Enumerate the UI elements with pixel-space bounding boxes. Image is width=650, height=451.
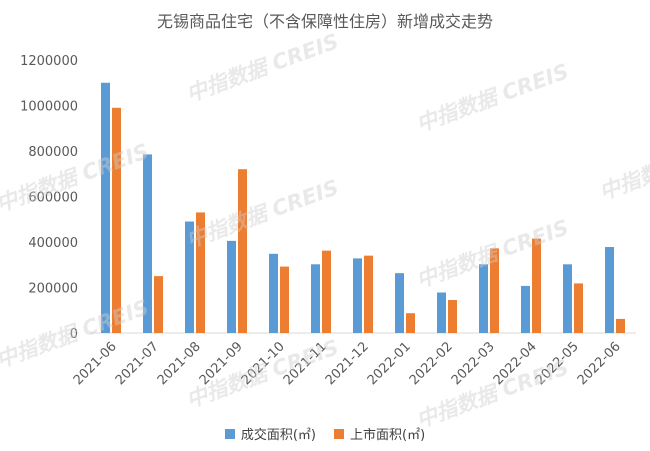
x-tick-label: 2021-12 [323, 339, 372, 388]
legend-label-transaction: 成交面积(㎡) [240, 428, 316, 443]
bar-supply [448, 300, 457, 333]
bar-supply [532, 238, 541, 333]
y-tick-label: 0 [70, 327, 78, 342]
y-tick-label: 400000 [28, 236, 78, 251]
x-tick-label: 2022-04 [491, 339, 540, 388]
x-tick-label: 2022-02 [407, 339, 456, 388]
bar-supply [490, 248, 499, 333]
y-tick-label: 800000 [28, 145, 78, 160]
bar-transaction [311, 264, 320, 333]
bar-transaction [479, 264, 488, 333]
legend-item-transaction: 成交面积(㎡) [224, 424, 316, 443]
bar-transaction [437, 292, 446, 333]
x-tick-label: 2021-08 [155, 339, 204, 388]
bar-supply [280, 266, 289, 333]
x-tick-label: 2022-03 [449, 339, 498, 388]
bar-transaction [185, 221, 194, 333]
x-tick-label: 2021-09 [197, 339, 246, 388]
bar-supply [196, 212, 205, 333]
bar-supply [574, 283, 583, 333]
legend-label-supply: 上市面积(㎡) [350, 428, 426, 443]
y-tick-label: 1000000 [20, 100, 78, 115]
bar-transaction [395, 273, 404, 333]
x-tick-label: 2021-10 [239, 339, 288, 388]
bar-supply [616, 318, 625, 333]
x-tick-label: 2022-06 [575, 339, 624, 388]
x-tick-label: 2021-07 [113, 339, 162, 388]
x-tick-label: 2022-01 [365, 339, 414, 388]
x-tick-label: 2022-05 [533, 339, 582, 388]
chart-legend: 成交面积(㎡) 上市面积(㎡) [0, 424, 650, 443]
bar-supply [154, 276, 163, 333]
legend-item-supply: 上市面积(㎡) [334, 424, 425, 443]
x-tick-label: 2021-11 [281, 339, 330, 388]
bar-transaction [353, 258, 362, 333]
bar-transaction [605, 247, 614, 333]
chart-title: 无锡商品住宅（不含保障性住房）新增成交走势 [156, 12, 493, 31]
bar-supply [322, 250, 331, 333]
bar-supply [364, 255, 373, 333]
legend-swatch-supply [334, 428, 344, 439]
bar-transaction [227, 240, 236, 333]
bar-supply [406, 313, 415, 333]
bar-transaction [143, 154, 152, 333]
bar-transaction [563, 264, 572, 333]
bar-transaction [521, 285, 530, 333]
y-tick-label: 600000 [28, 191, 78, 206]
bar-transaction [269, 253, 278, 333]
x-tick-label: 2021-06 [71, 339, 120, 388]
bar-supply [112, 107, 121, 334]
bar-transaction [101, 82, 110, 333]
bar-supply [238, 169, 247, 333]
y-tick-label: 1200000 [20, 54, 78, 69]
y-tick-label: 200000 [28, 282, 78, 297]
legend-swatch-transaction [224, 428, 235, 439]
